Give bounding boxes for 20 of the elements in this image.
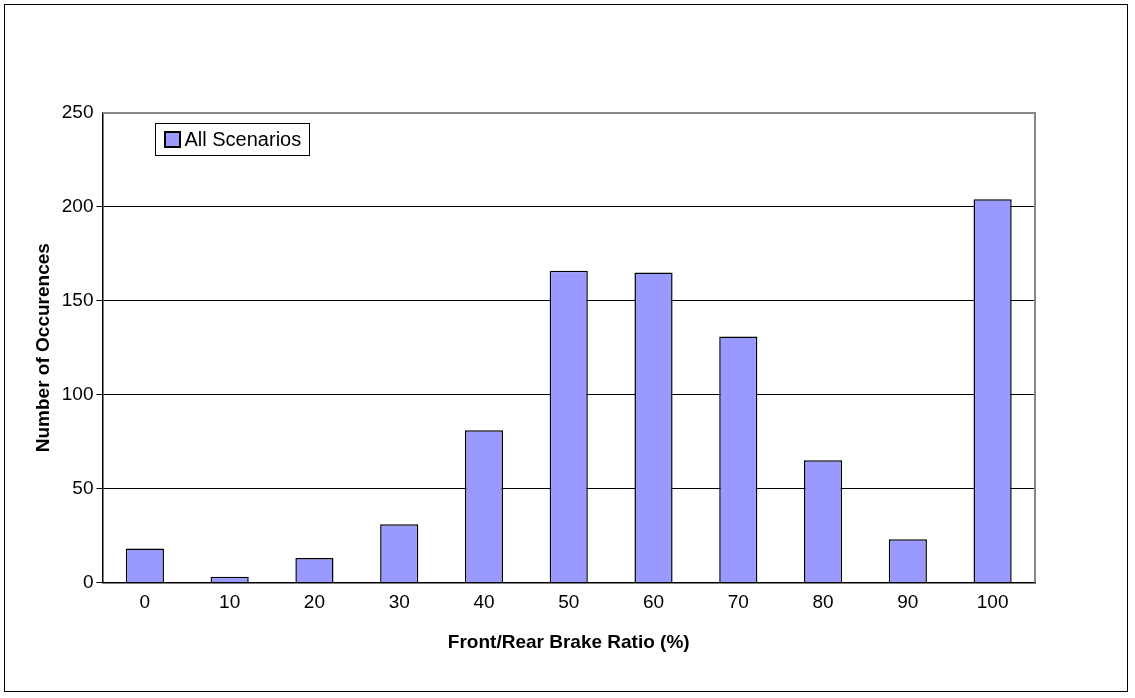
x-tick-label: 10 <box>219 591 241 613</box>
x-tick-label: 90 <box>897 591 919 613</box>
y-tick-label: 250 <box>61 101 94 123</box>
x-tick-label: 0 <box>139 591 151 613</box>
legend-label: All Scenarios <box>184 128 302 151</box>
y-tick-label: 100 <box>61 382 94 404</box>
y-tick-label: 200 <box>61 195 94 217</box>
y-tick-label: 50 <box>72 476 94 498</box>
x-tick-label: 100 <box>976 591 1009 613</box>
x-tick-label: 70 <box>727 591 749 613</box>
x-tick-label: 60 <box>642 591 665 613</box>
y-axis-title: Number of Occurences <box>31 243 53 453</box>
y-tick-label: 0 <box>82 570 94 592</box>
x-tick-label: 20 <box>303 591 325 613</box>
x-tick-label: 80 <box>812 591 834 613</box>
x-tick-label: 30 <box>388 591 410 613</box>
y-tick-label: 150 <box>61 288 94 310</box>
x-tick-label: 40 <box>473 591 495 613</box>
x-tick-label: 50 <box>558 591 580 613</box>
x-axis-title: Front/Rear Brake Ratio (%) <box>447 630 690 652</box>
